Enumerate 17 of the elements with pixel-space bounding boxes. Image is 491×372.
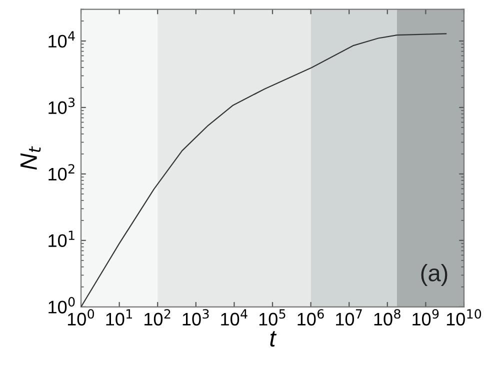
- x-axis-title: t: [270, 331, 277, 347]
- y-tick-label: 10$^{4}$: [48, 31, 75, 48]
- x-tick-label: 10$^{1}$: [106, 309, 132, 326]
- x-tick-label: 10$^{4}$: [221, 309, 248, 326]
- x-tick-label: 10$^{9}$: [412, 309, 439, 326]
- x-tick-label: 10$^{5}$: [259, 309, 286, 326]
- x-tick-label: 10$^{6}$: [298, 309, 324, 326]
- x-tick-label: 10$^{10}$: [446, 309, 482, 326]
- x-tick-label: 10$^{3}$: [182, 309, 209, 326]
- x-tick-label: 10$^{8}$: [374, 309, 400, 326]
- y-tick-label: 10$^{1}$: [48, 230, 74, 248]
- y-tick-label: 10$^{3}$: [48, 98, 75, 114]
- y-axis-title: N$_{t}$: [20, 146, 41, 170]
- x-tick-label: 10$^{2}$: [144, 309, 170, 326]
- annotation: (a): [421, 264, 448, 286]
- x-tick-label: 10$^{7}$: [336, 309, 362, 326]
- y-tick-label: 10$^{2}$: [48, 164, 74, 181]
